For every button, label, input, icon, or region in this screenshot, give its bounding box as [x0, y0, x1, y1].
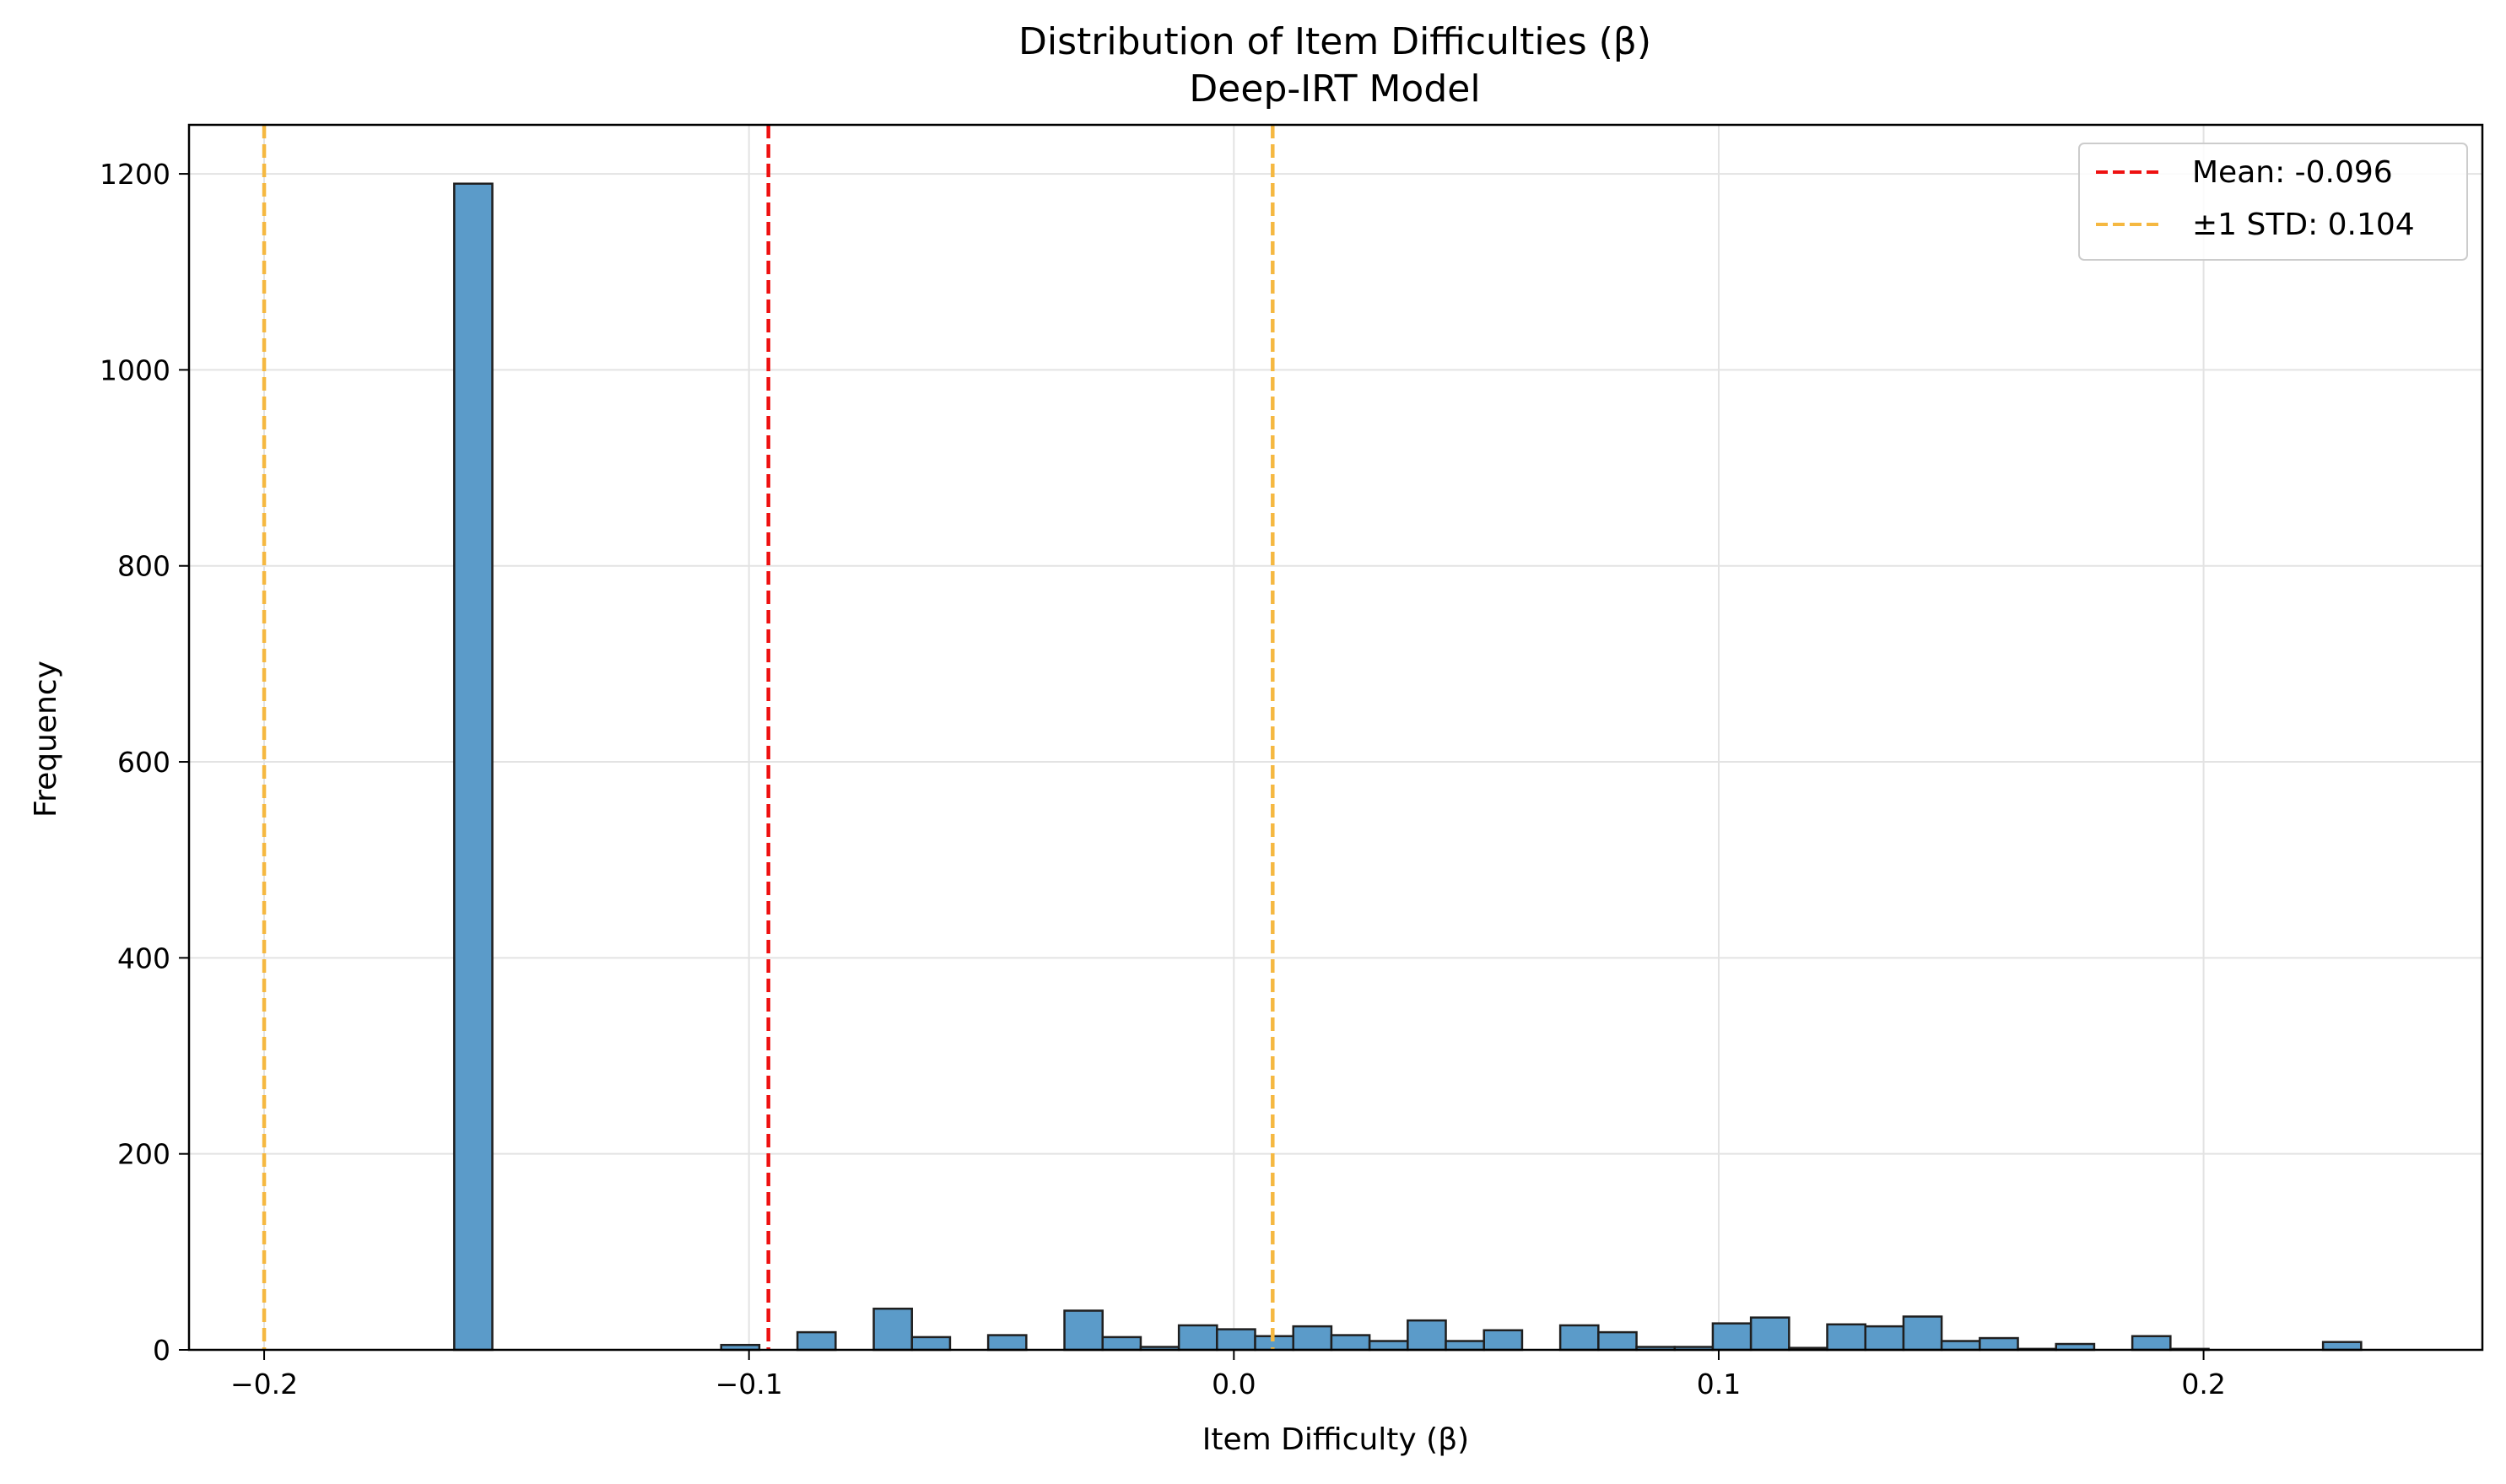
y-axis-ticks: 0 200 400 600 800 1000 1200	[100, 158, 189, 1367]
x-axis-label: Item Difficulty (β)	[1202, 1422, 1469, 1457]
reference-lines	[262, 125, 1275, 1350]
histogram-bar	[1711, 1322, 1753, 1352]
y-tick-label: 200	[117, 1138, 170, 1171]
histogram-bar	[1216, 1328, 1256, 1352]
histogram-bar	[453, 182, 494, 1352]
x-tick-label: −0.2	[230, 1368, 298, 1400]
histogram-bar	[1902, 1315, 1943, 1352]
histogram-bar	[1483, 1329, 1524, 1352]
x-tick-label: 0.1	[1697, 1368, 1741, 1400]
y-tick-label: 800	[117, 550, 170, 583]
histogram-bar	[1330, 1334, 1371, 1352]
histogram-bar	[796, 1330, 837, 1352]
legend-box	[2078, 143, 2468, 261]
histogram-bar	[1368, 1340, 1409, 1352]
grid-lines	[189, 125, 2482, 1351]
histogram-bar	[1940, 1340, 1981, 1352]
plot-frame	[187, 123, 2484, 1352]
y-tick-label: 1000	[100, 353, 170, 386]
x-tick-label: −0.1	[716, 1368, 783, 1400]
histogram-bar	[910, 1336, 952, 1352]
histogram-bar	[1177, 1324, 1218, 1352]
histogram-bar	[1558, 1324, 1600, 1352]
histogram-bar	[1063, 1309, 1104, 1352]
histogram-bar	[872, 1307, 913, 1352]
histogram-bar	[986, 1334, 1028, 1352]
histogram-bar	[1407, 1319, 1447, 1352]
histogram-bar	[2321, 1341, 2363, 1352]
histogram-bars	[453, 182, 2363, 1352]
x-tick-label: 0.2	[2181, 1368, 2225, 1400]
histogram-bar	[1292, 1325, 1333, 1352]
histogram-bar	[1445, 1340, 1485, 1352]
histogram-bar	[1101, 1336, 1142, 1352]
x-axis-ticks: −0.2 −0.1 0.0 0.1 0.2	[230, 1350, 2226, 1400]
legend-label-mean: Mean: -0.096	[2192, 155, 2393, 190]
y-tick-label: 1200	[100, 158, 170, 191]
y-axis-label: Frequency	[29, 661, 63, 818]
histogram-bar	[2131, 1335, 2172, 1352]
histogram-bar	[1979, 1336, 2019, 1352]
legend-label-std: ±1 STD: 0.104	[2192, 208, 2415, 242]
histogram-bar	[1826, 1323, 1866, 1352]
chart-title: Distribution of Item Difficulties (β)	[1018, 20, 1651, 63]
y-tick-label: 0	[153, 1334, 170, 1367]
histogram-bar	[1597, 1330, 1638, 1352]
x-tick-label: 0.0	[1212, 1368, 1256, 1400]
chart-subtitle: Deep-IRT Model	[1189, 67, 1480, 111]
histogram-bar	[1864, 1325, 1905, 1352]
y-tick-label: 400	[117, 942, 170, 974]
y-tick-label: 600	[117, 746, 170, 779]
legend: Mean: -0.096 ±1 STD: 0.104	[2078, 143, 2468, 261]
histogram-bar	[1749, 1316, 1790, 1352]
